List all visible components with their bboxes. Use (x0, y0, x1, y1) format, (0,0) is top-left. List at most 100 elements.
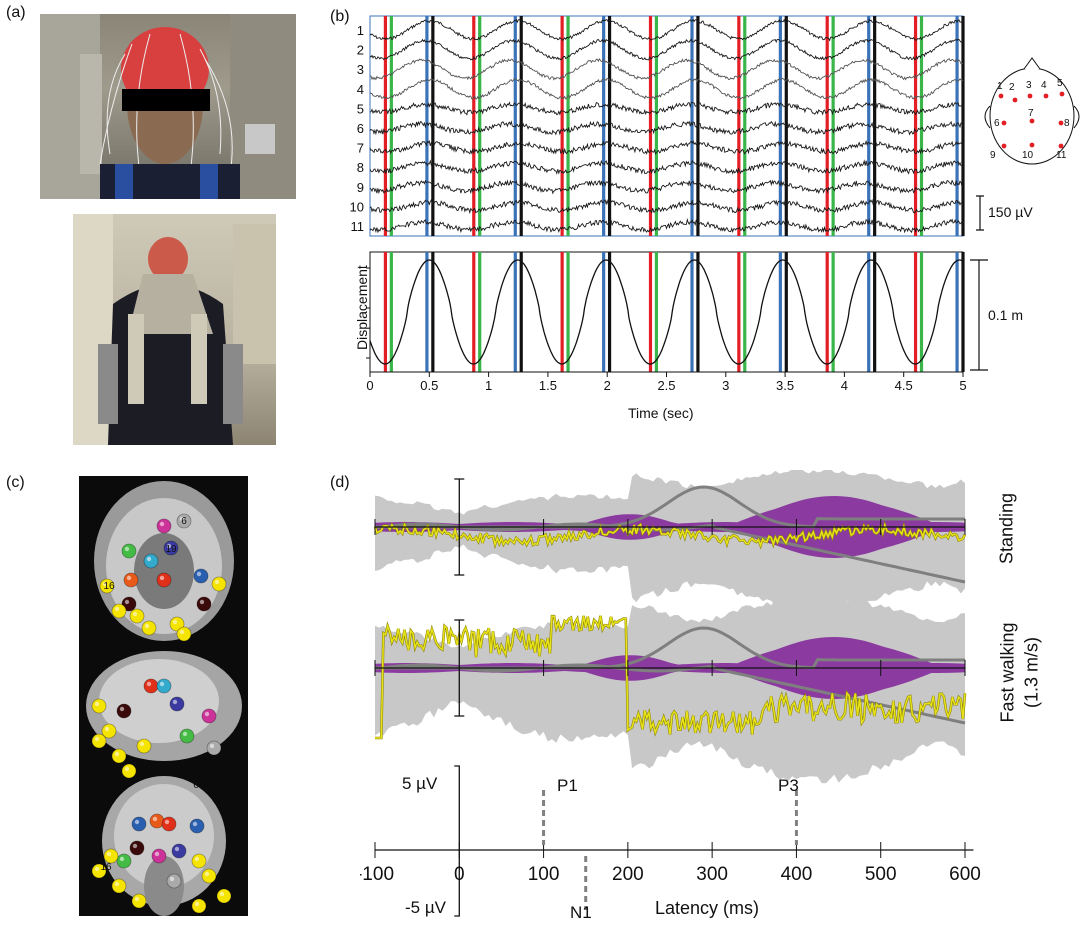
dipole-highlight (159, 681, 165, 687)
electrode-dot (1043, 93, 1049, 99)
source-dipole (121, 763, 137, 779)
source-dipole (211, 576, 227, 592)
eeg-scale-label: 150 µV (988, 204, 1033, 220)
source-dipole (156, 572, 172, 588)
source-dipole (191, 898, 207, 914)
source-dipole (216, 888, 232, 904)
electrode-dot (1001, 120, 1007, 126)
latency-tick-label: 100 (528, 864, 560, 885)
eeg-channel-trace (369, 58, 964, 81)
source-dipole (91, 698, 107, 714)
dipole-highlight (194, 901, 200, 907)
eeg-channel-trace (369, 120, 964, 136)
electrode-dot (1029, 142, 1035, 148)
electrode-dot (1012, 97, 1018, 103)
time-tick-label: 4.5 (895, 378, 913, 393)
channel-label: 4 (357, 82, 364, 97)
electrode-head-map: 1 2 3 4 5 6 7 8 9 10 11 (984, 57, 1080, 165)
time-tick-label: 0.5 (420, 378, 438, 393)
electrode-dot (1058, 143, 1064, 149)
dipole-highlight (209, 743, 215, 749)
condition-standing: Standing (996, 492, 1017, 565)
dipole-highlight (119, 706, 125, 712)
single-trial-trace (375, 615, 966, 739)
source-dipole (123, 572, 139, 588)
electrode-label: 11 (1056, 150, 1067, 161)
source-dipole (116, 853, 132, 869)
component-label: 19 (165, 544, 177, 555)
eeg-channel-trace (369, 18, 964, 42)
source-dipole (103, 848, 119, 864)
brain-source-images: 6 19 16 6 16 (79, 476, 248, 916)
electrode-label: 7 (1028, 108, 1034, 119)
peak-p1-label: P1 (557, 776, 578, 795)
peak-n1-label: N1 (570, 903, 592, 922)
channel-label: 9 (357, 180, 364, 195)
source-dipole (189, 818, 205, 834)
dipole-highlight (102, 581, 108, 587)
electrode-label: 5 (1057, 78, 1063, 89)
dipole-highlight (159, 521, 165, 527)
electrode-label: 3 (1026, 80, 1032, 91)
dipole-highlight (164, 819, 170, 825)
subject-back-photo (73, 214, 276, 445)
electrode-dot (998, 93, 1004, 99)
component-label: 6 (193, 780, 199, 791)
source-dipole (171, 843, 187, 859)
dipole-highlight (179, 629, 185, 635)
eeg-traces (369, 15, 984, 237)
time-tick-label: 2.5 (657, 378, 675, 393)
source-dipole (151, 848, 167, 864)
eeg-scale-bar (976, 195, 984, 231)
source-dipole (111, 748, 127, 764)
source-dipole (169, 696, 185, 712)
dipole-highlight (134, 819, 140, 825)
channel-label: 2 (357, 43, 364, 58)
dipole-highlight (94, 866, 100, 872)
time-tick-label: 0 (366, 378, 373, 393)
dipole-highlight (182, 731, 188, 737)
source-dipole (131, 893, 147, 909)
eeg-channel-trace (369, 77, 964, 100)
source-dipole (141, 620, 157, 636)
time-tick-label: 2 (604, 378, 611, 393)
dipole-highlight (94, 701, 100, 707)
time-axis: 0 0.5 1 1.5 2 2.5 3 3.5 4 4.5 5 (366, 267, 967, 393)
eeg-channel-trace (369, 38, 964, 61)
source-dipole (206, 740, 222, 756)
time-tick-label: 3 (722, 378, 729, 393)
voltage-scale-bar (454, 765, 460, 917)
dipole-highlight (94, 736, 100, 742)
panel-a-label: (a) (6, 4, 26, 21)
source-dipole (176, 626, 192, 642)
electrode-dot (1058, 120, 1064, 126)
right-ear (1073, 105, 1080, 129)
gray-mean-trace (374, 522, 966, 584)
dipole-highlight (196, 571, 202, 577)
electrode-dot (1029, 118, 1035, 124)
component-label: 16 (100, 862, 112, 873)
channel-label: 1 (357, 23, 364, 38)
source-dipole (201, 708, 217, 724)
row-scale-bar (454, 478, 465, 576)
dipole-highlight (114, 606, 120, 612)
source-dipole (179, 728, 195, 744)
time-axis-label: Time (sec) (628, 405, 694, 421)
dipole-highlight (104, 726, 110, 732)
dipole-highlight (214, 579, 220, 585)
latency-tick-label: -100 (360, 864, 394, 885)
condition-fast-walking-speed: (1.3 m/s) (1021, 637, 1042, 709)
electrode-dot (1027, 93, 1033, 99)
latency-tick-label: 300 (696, 864, 728, 885)
displacement-axis-label: Displacement (354, 265, 370, 350)
source-dipole (111, 878, 127, 894)
dipole-highlight (134, 896, 140, 902)
row-scale-bar (454, 619, 465, 717)
source-dipole (129, 840, 145, 856)
source-dipole (161, 816, 177, 832)
peak-p3-label: P3 (778, 776, 799, 795)
dipole-highlight (204, 711, 210, 717)
displacement-curve (369, 259, 964, 365)
eeg-channel-trace (369, 101, 964, 116)
dipole-highlight (114, 881, 120, 887)
